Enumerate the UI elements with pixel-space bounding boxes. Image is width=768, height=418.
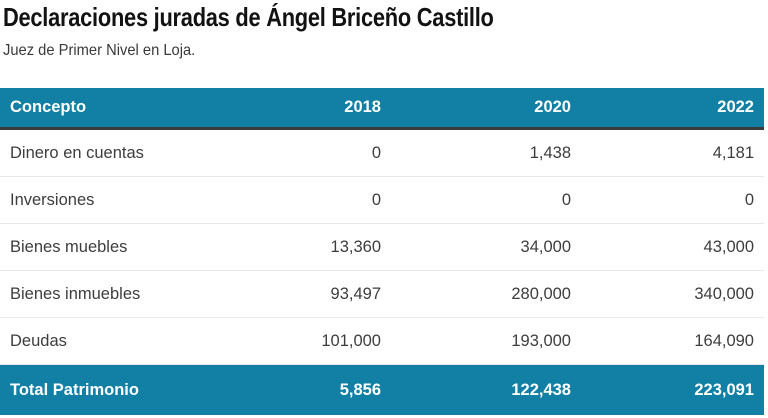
value-cell-2022: 4,181 [712,143,754,162]
declarations-table: Concepto 2018 2020 2022 Dinero en cuenta… [0,88,764,415]
concept-cell: Inversiones [10,190,95,209]
concept-cell: Deudas [10,331,67,350]
column-header-2022: 2022 [717,98,754,116]
value-cell-2020: 193,000 [511,331,571,350]
table-header-row: Concepto 2018 2020 2022 [0,88,764,130]
table-row: Bienes inmuebles 93,497 280,000 340,000 [0,271,764,318]
value-cell-2018: 0 [371,190,381,209]
table-total-row: Total Patrimonio 5,856 122,438 223,091 [0,365,764,415]
value-cell-2022: 340,000 [694,284,754,303]
value-cell-2022: 164,090 [694,331,754,350]
concept-cell: Bienes inmuebles [10,284,141,303]
page-title: Declaraciones juradas de Ángel Briceño C… [3,2,494,32]
value-cell-2018: 13,360 [330,237,381,256]
column-header-concepto: Concepto [10,98,87,116]
total-value-cell-2020: 122,438 [511,380,571,399]
value-cell-2020: 0 [561,190,571,209]
column-header-2020: 2020 [534,98,571,116]
value-cell-2022: 43,000 [703,237,754,256]
table-row: Dinero en cuentas 0 1,438 4,181 [0,130,764,177]
total-value-cell-2022: 223,091 [694,380,754,399]
concept-cell: Dinero en cuentas [10,143,144,162]
table-row: Bienes muebles 13,360 34,000 43,000 [0,224,764,271]
value-cell-2020: 1,438 [529,143,571,162]
table-row: Deudas 101,000 193,000 164,090 [0,318,764,365]
column-header-2018: 2018 [344,98,381,116]
concept-cell: Bienes muebles [10,237,128,256]
value-cell-2018: 93,497 [330,284,381,303]
value-cell-2018: 101,000 [321,331,381,350]
value-cell-2020: 34,000 [520,237,571,256]
value-cell-2020: 280,000 [511,284,571,303]
total-label-cell: Total Patrimonio [10,380,139,399]
total-value-cell-2018: 5,856 [339,380,381,399]
value-cell-2018: 0 [371,143,381,162]
value-cell-2022: 0 [744,190,754,209]
table-row: Inversiones 0 0 0 [0,177,764,224]
page-subtitle: Juez de Primer Nivel en Loja. [3,42,196,59]
